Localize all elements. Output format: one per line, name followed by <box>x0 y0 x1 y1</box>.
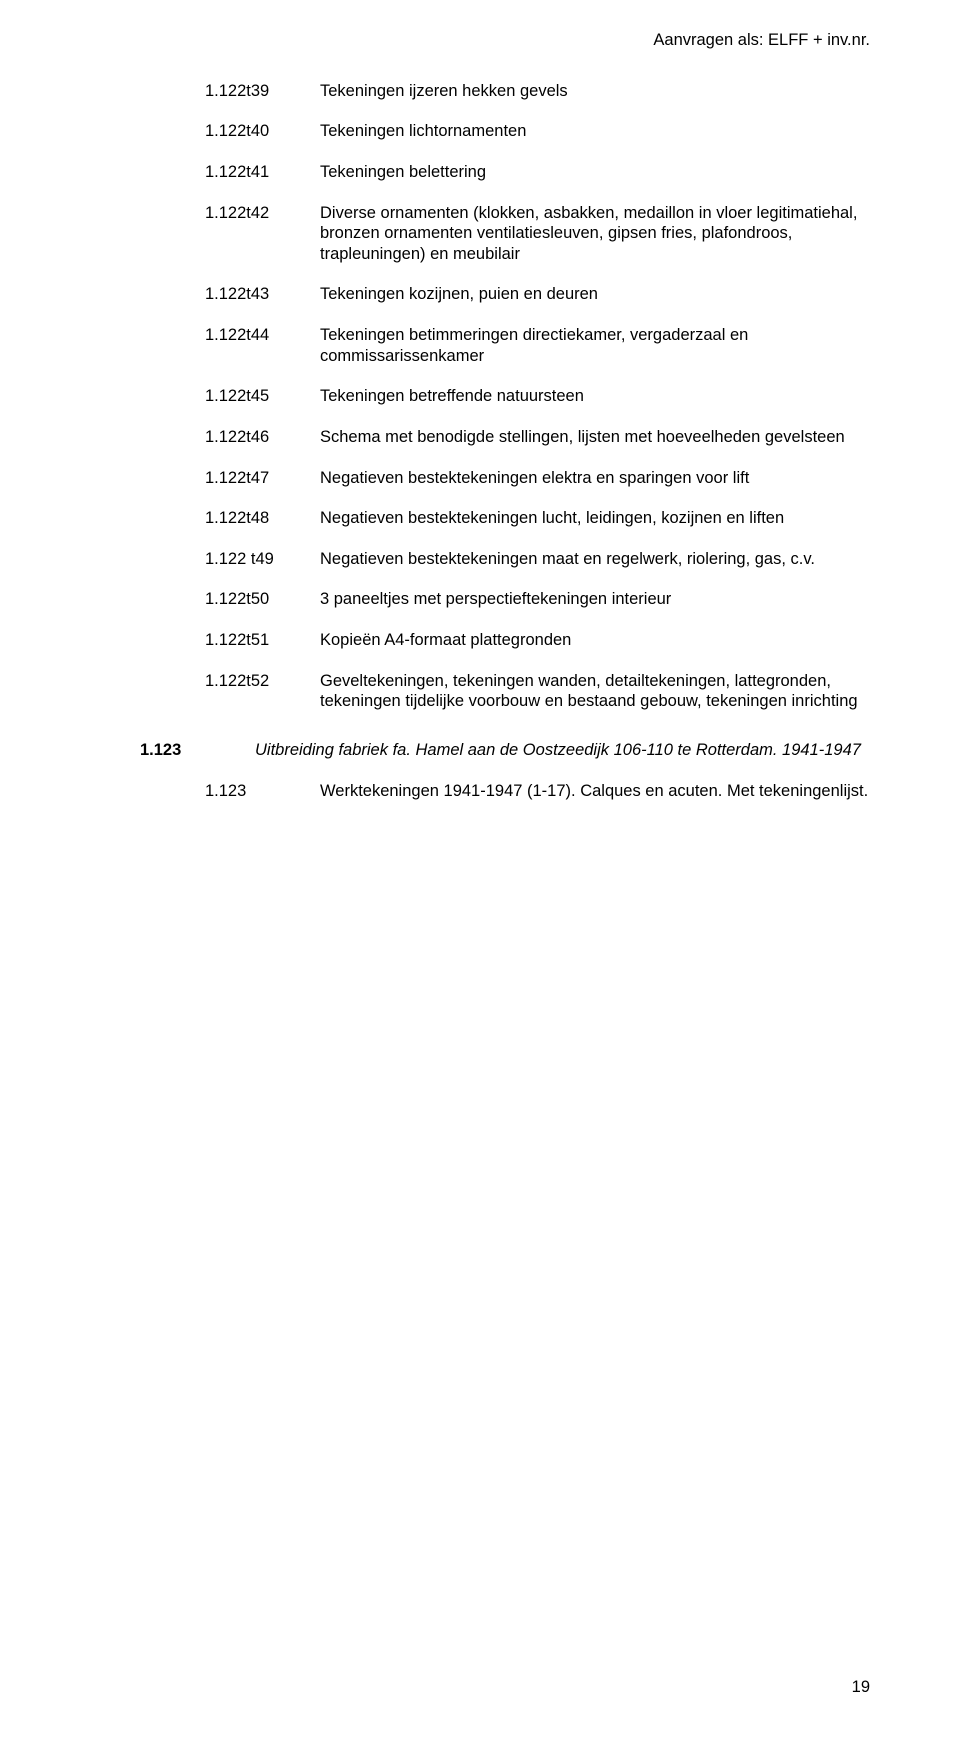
entry-row: 1.122t41 Tekeningen belettering <box>205 162 870 183</box>
entry-desc: 3 paneeltjes met perspectieftekeningen i… <box>320 589 870 610</box>
entry-desc: Negatieven bestektekeningen elektra en s… <box>320 468 870 489</box>
entry-code: 1.122t47 <box>205 468 320 489</box>
entry-row: 1.122t52 Geveltekeningen, tekeningen wan… <box>205 671 870 712</box>
entry-row: 1.122t47 Negatieven bestektekeningen ele… <box>205 468 870 489</box>
entry-code: 1.122t51 <box>205 630 320 651</box>
entry-desc: Tekeningen betimmeringen directiekamer, … <box>320 325 870 366</box>
header-right-text: Aanvragen als: ELFF + inv.nr. <box>90 30 870 51</box>
section-title: Uitbreiding fabriek fa. Hamel aan de Oos… <box>255 740 870 761</box>
entry-desc: Diverse ornamenten (klokken, asbakken, m… <box>320 203 870 265</box>
entry-row: 1.122t46 Schema met benodigde stellingen… <box>205 427 870 448</box>
document-page: Aanvragen als: ELFF + inv.nr. 1.122t39 T… <box>0 0 960 801</box>
entry-row: 1.122t45 Tekeningen betreffende natuurst… <box>205 386 870 407</box>
entry-code: 1.122t39 <box>205 81 320 102</box>
page-number: 19 <box>852 1677 870 1698</box>
entry-code: 1.122t43 <box>205 284 320 305</box>
entry-code: 1.122t48 <box>205 508 320 529</box>
entry-code: 1.122t41 <box>205 162 320 183</box>
section-header-row: 1.123 Uitbreiding fabriek fa. Hamel aan … <box>140 740 870 761</box>
entry-desc: Schema met benodigde stellingen, lijsten… <box>320 427 870 448</box>
entry-row: 1.122t44 Tekeningen betimmeringen direct… <box>205 325 870 366</box>
section-sub-row: 1.123 Werktekeningen 1941-1947 (1-17). C… <box>205 781 870 802</box>
entry-code: 1.122t42 <box>205 203 320 224</box>
entry-code: 1.122 t49 <box>205 549 320 570</box>
entry-desc: Tekeningen betreffende natuursteen <box>320 386 870 407</box>
entry-row: 1.122t50 3 paneeltjes met perspectieftek… <box>205 589 870 610</box>
entry-desc: Tekeningen kozijnen, puien en deuren <box>320 284 870 305</box>
section-sub-desc: Werktekeningen 1941-1947 (1-17). Calques… <box>320 781 870 802</box>
entry-code: 1.122t45 <box>205 386 320 407</box>
entries-list: 1.122t39 Tekeningen ijzeren hekken gevel… <box>205 81 870 802</box>
entry-code: 1.122t46 <box>205 427 320 448</box>
entry-row: 1.122t51 Kopieën A4-formaat plattegronde… <box>205 630 870 651</box>
entry-row: 1.122 t49 Negatieven bestektekeningen ma… <box>205 549 870 570</box>
entry-row: 1.122t43 Tekeningen kozijnen, puien en d… <box>205 284 870 305</box>
entry-code: 1.122t50 <box>205 589 320 610</box>
entry-desc: Tekeningen lichtornamenten <box>320 121 870 142</box>
entry-desc: Geveltekeningen, tekeningen wanden, deta… <box>320 671 870 712</box>
section-sub-code: 1.123 <box>205 781 320 802</box>
entry-row: 1.122t48 Negatieven bestektekeningen luc… <box>205 508 870 529</box>
entry-desc: Tekeningen belettering <box>320 162 870 183</box>
entry-row: 1.122t42 Diverse ornamenten (klokken, as… <box>205 203 870 265</box>
entry-code: 1.122t40 <box>205 121 320 142</box>
entry-desc: Tekeningen ijzeren hekken gevels <box>320 81 870 102</box>
entry-desc: Negatieven bestektekeningen maat en rege… <box>320 549 870 570</box>
entry-desc: Kopieën A4-formaat plattegronden <box>320 630 870 651</box>
entry-desc: Negatieven bestektekeningen lucht, leidi… <box>320 508 870 529</box>
entry-row: 1.122t39 Tekeningen ijzeren hekken gevel… <box>205 81 870 102</box>
section-code: 1.123 <box>140 740 255 761</box>
entry-row: 1.122t40 Tekeningen lichtornamenten <box>205 121 870 142</box>
entry-code: 1.122t44 <box>205 325 320 346</box>
entry-code: 1.122t52 <box>205 671 320 692</box>
